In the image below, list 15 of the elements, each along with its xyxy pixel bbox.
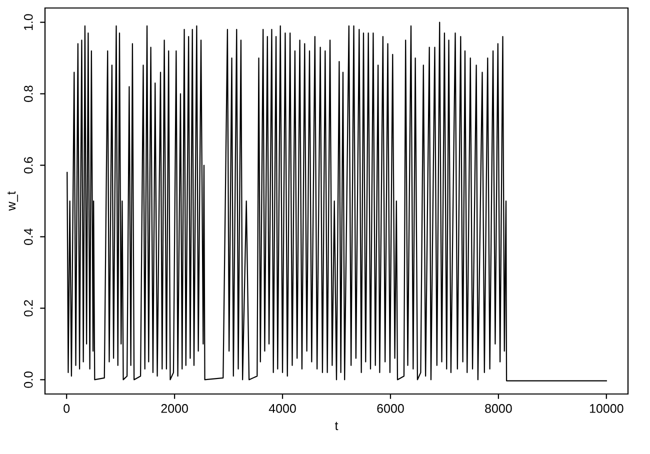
x-tick-label: 0 <box>64 404 70 413</box>
y-tick-label: 0.4 <box>24 228 33 245</box>
x-tick-label: 8000 <box>485 404 512 413</box>
x-axis-title: t <box>334 422 338 430</box>
y-tick-label: 0.6 <box>24 157 33 174</box>
y-axis-title: w_t <box>7 191 18 211</box>
y-tick-label: 0.2 <box>24 300 33 316</box>
line-series <box>66 22 607 382</box>
x-tick-label: 10000 <box>590 404 624 413</box>
y-tick-label: 0.0 <box>24 372 33 388</box>
x-tick-label: 4000 <box>268 404 296 413</box>
y-tick-label: 0.8 <box>24 86 33 102</box>
x-tick-label: 6000 <box>377 404 404 413</box>
x-tick-label: 2000 <box>161 404 188 413</box>
y-tick-label: 1.0 <box>24 14 33 30</box>
